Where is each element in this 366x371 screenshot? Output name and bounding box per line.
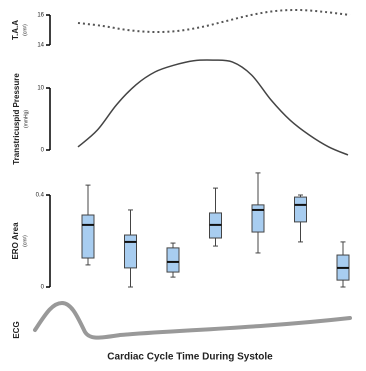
- y-tick-label: 16: [37, 13, 44, 19]
- data-line: [77, 9, 351, 33]
- y-axis-label: T.A.A: [11, 20, 20, 40]
- y-axis-label: ERO Area: [11, 222, 20, 260]
- x-axis-label: Cardiac Cycle Time During Systole: [107, 352, 273, 363]
- ecg-label: ECG: [12, 321, 21, 338]
- box: [81, 214, 95, 259]
- box: [166, 247, 180, 273]
- box: [294, 196, 307, 223]
- y-axis-unit: (cm²): [22, 235, 28, 247]
- y-tick-label: 0: [41, 148, 45, 154]
- y-tick-label: 0: [41, 285, 45, 291]
- ecg-trace: [33, 300, 352, 340]
- y-axis-unit: (cm²): [22, 24, 28, 36]
- box: [251, 204, 265, 233]
- box: [124, 234, 137, 269]
- y-axis-unit: (mmHg): [23, 110, 29, 128]
- y-axis-label: Transtricuspid Pressure: [12, 73, 21, 165]
- y-tick-label: 14: [37, 43, 44, 49]
- y-tick-label: 0.4: [36, 193, 45, 199]
- y-tick-label: 10: [37, 86, 44, 92]
- data-line: [77, 59, 349, 156]
